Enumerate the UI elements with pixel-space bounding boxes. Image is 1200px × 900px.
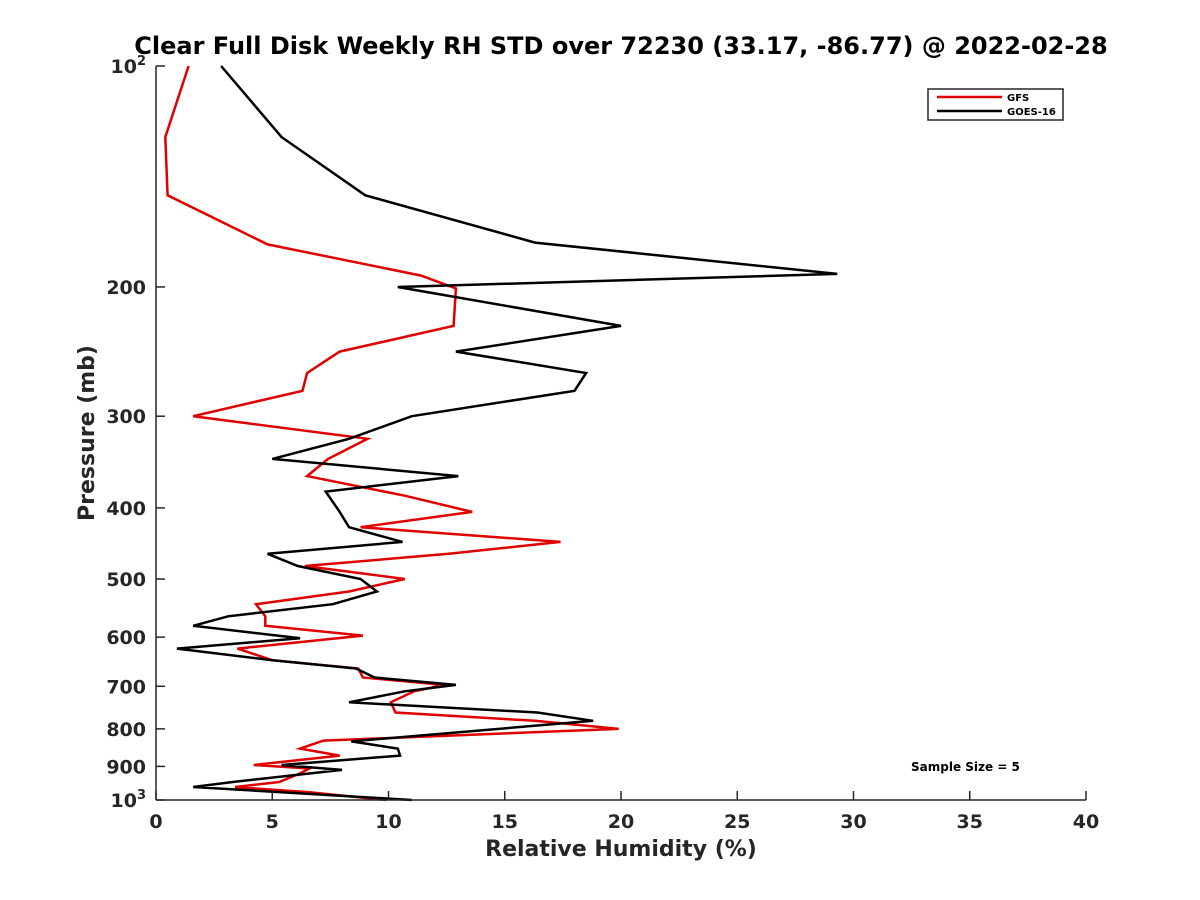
x-tick-label: 5: [266, 811, 279, 833]
chart-title: Clear Full Disk Weekly RH STD over 72230…: [134, 32, 1107, 60]
y-tick-label: 800: [106, 719, 146, 741]
legend-box: [927, 88, 1064, 121]
x-tick-label: 20: [608, 811, 634, 833]
series-line-goes-16: [176, 65, 838, 802]
sample-size-annotation: Sample Size = 5: [911, 760, 1020, 774]
x-tick-label: 30: [840, 811, 866, 833]
x-tick-label: 25: [724, 811, 750, 833]
x-tick-label: 35: [957, 811, 983, 833]
x-axis-label: Relative Humidity (%): [485, 837, 757, 862]
y-tick-label: 700: [106, 676, 146, 698]
y-tick-label: 500: [106, 569, 146, 591]
y-tick-label: 103: [111, 788, 147, 812]
x-tick-label: 0: [149, 811, 162, 833]
x-tick-label: 15: [492, 811, 518, 833]
y-tick-label: 200: [106, 277, 146, 299]
y-tick-label: 600: [106, 627, 146, 649]
x-ticks: 0 5 10 15 20 25 30 35 40: [149, 791, 1099, 833]
series-line-gfs: [164, 65, 619, 802]
legend-label-goes16: GOES-16: [1007, 107, 1056, 118]
series-layer: [164, 65, 838, 802]
y-tick-label: 400: [106, 498, 146, 520]
x-tick-label: 40: [1073, 811, 1099, 833]
y-ticks: 102 200 300 400 500 600 700 800 900 103: [106, 54, 165, 812]
y-axis-label: Pressure (mb): [75, 345, 100, 521]
x-tick-label: 10: [375, 811, 401, 833]
plot-area: [156, 66, 1086, 800]
y-tick-label: 900: [106, 756, 146, 778]
y-tick-label: 300: [106, 406, 146, 428]
legend: GFS GOES-16: [927, 88, 1064, 121]
legend-label-gfs: GFS: [1007, 93, 1029, 104]
y-tick-label: 102: [111, 54, 147, 78]
